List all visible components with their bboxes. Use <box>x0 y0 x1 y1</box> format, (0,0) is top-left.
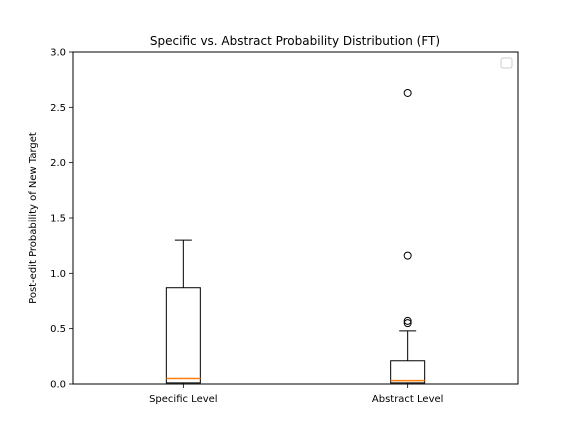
y-tick-label: 2.5 <box>50 103 66 114</box>
box-group <box>390 88 426 385</box>
outlier-point <box>403 88 412 97</box>
y-tick-label: 1.0 <box>50 269 66 280</box>
iqr-box <box>165 287 201 384</box>
outlier-point <box>403 316 412 325</box>
outlier-point <box>403 319 412 328</box>
x-axis: Specific Level Abstract Level <box>149 384 443 405</box>
y-axis: 0.0 0.5 1.0 1.5 2.0 2.5 3.0 <box>50 48 73 391</box>
y-tick-label: 1.5 <box>50 214 66 225</box>
box-group <box>165 239 201 385</box>
legend-box <box>500 57 513 69</box>
y-tick-label: 3.0 <box>50 48 66 59</box>
y-tick-label: 0.5 <box>50 324 66 335</box>
iqr-box <box>390 360 426 384</box>
chart-title: Specific vs. Abstract Probability Distri… <box>150 34 440 48</box>
x-tick-label: Specific Level <box>149 394 218 405</box>
y-tick-label: 0.0 <box>50 380 66 391</box>
outlier-point <box>403 251 412 260</box>
x-tick-label: Abstract Level <box>372 394 444 405</box>
y-axis-title: Post-edit Probability of New Target <box>28 132 39 304</box>
box-series <box>165 88 426 385</box>
y-tick-label: 2.0 <box>50 158 66 169</box>
